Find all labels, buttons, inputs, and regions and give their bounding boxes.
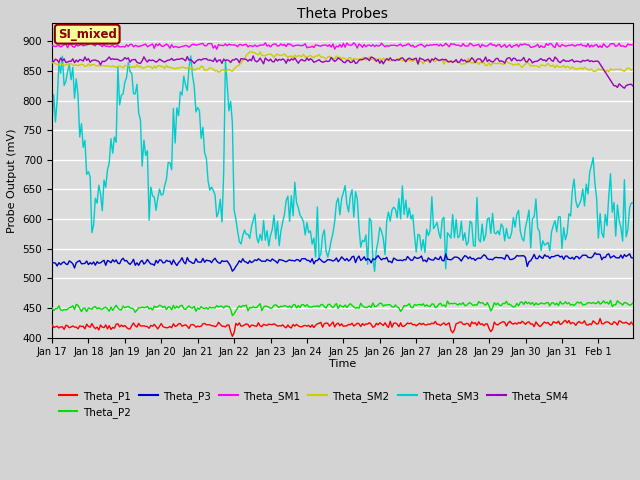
Theta_SM2 [223,68,231,73]
Theta_P2 [376,300,383,306]
Theta_P1 [221,324,229,330]
Theta_SM3 [48,121,56,127]
Theta_SM4 [376,60,383,66]
Theta_SM1 [225,41,233,47]
Theta_SM1 [213,47,221,52]
Theta_SM1 [48,43,56,48]
Theta_P1 [525,319,533,325]
Theta_SM4 [48,57,56,63]
Line: Theta_SM1: Theta_SM1 [52,43,633,49]
Theta_SM3 [55,60,63,66]
Theta_SM2 [629,66,637,72]
Theta_P2 [48,305,56,311]
Theta_P1 [177,321,184,326]
Theta_P2 [532,300,540,306]
Theta_P2 [221,303,229,309]
Theta_SM1 [527,45,534,50]
Theta_P2 [629,300,637,306]
Theta_P3 [55,260,63,265]
Theta_SM3 [187,53,195,59]
Theta_SM2 [246,49,253,55]
Theta_SM2 [48,60,56,66]
Title: Theta Probes: Theta Probes [297,7,388,21]
Theta_SM4 [532,59,540,64]
Theta_SM3 [378,228,385,234]
Theta_SM2 [378,58,385,64]
Theta_SM1 [534,41,541,47]
Theta_SM4 [177,56,184,62]
Theta_SM2 [214,70,222,75]
Theta_P2 [55,303,63,309]
Theta_SM4 [221,58,229,63]
Theta_SM1 [378,40,385,46]
Theta_SM4 [525,56,533,62]
Theta_SM2 [55,62,63,68]
Theta_P3 [221,258,229,264]
Theta_P3 [228,268,236,274]
Line: Theta_P1: Theta_P1 [52,319,633,336]
Y-axis label: Probe Output (mV): Probe Output (mV) [7,128,17,233]
Theta_P2 [228,313,236,319]
Theta_P3 [177,258,184,264]
Theta_P2 [525,300,533,305]
Theta_P3 [525,259,533,264]
Theta_P1 [55,325,63,331]
Theta_SM2 [534,63,541,69]
Theta_P1 [532,319,540,325]
Theta_SM2 [527,63,534,69]
Theta_P3 [48,260,56,265]
Theta_P3 [532,256,540,262]
Theta_SM3 [177,89,184,95]
Theta_P2 [607,298,614,303]
Line: Theta_SM4: Theta_SM4 [52,56,633,88]
Theta_P1 [48,322,56,327]
Theta_SM1 [93,40,101,46]
Theta_P3 [591,250,599,256]
Theta_SM3 [629,200,637,206]
Text: SI_mixed: SI_mixed [58,28,116,41]
Theta_P1 [376,320,383,325]
Theta_SM4 [250,53,257,59]
Theta_SM3 [371,268,378,274]
Theta_SM4 [621,85,628,91]
Theta_SM3 [534,226,541,231]
Theta_P2 [177,303,184,309]
Theta_P3 [629,255,637,261]
Theta_SM2 [177,65,184,71]
Theta_P1 [228,334,236,339]
Line: Theta_P2: Theta_P2 [52,300,633,316]
X-axis label: Time: Time [329,359,356,369]
Line: Theta_SM3: Theta_SM3 [52,56,633,271]
Theta_SM1 [55,43,63,48]
Theta_SM1 [178,44,186,49]
Theta_SM3 [527,245,534,251]
Theta_SM4 [629,83,637,89]
Theta_P1 [596,316,604,322]
Theta_P3 [376,255,383,261]
Line: Theta_SM2: Theta_SM2 [52,52,633,72]
Legend: Theta_P1, Theta_P2, Theta_P3, Theta_SM1, Theta_SM2, Theta_SM3, Theta_SM4: Theta_P1, Theta_P2, Theta_P3, Theta_SM1,… [54,387,572,422]
Theta_SM3 [223,81,231,87]
Theta_P1 [629,322,637,327]
Theta_SM1 [629,42,637,48]
Theta_SM4 [55,60,63,65]
Line: Theta_P3: Theta_P3 [52,253,633,271]
